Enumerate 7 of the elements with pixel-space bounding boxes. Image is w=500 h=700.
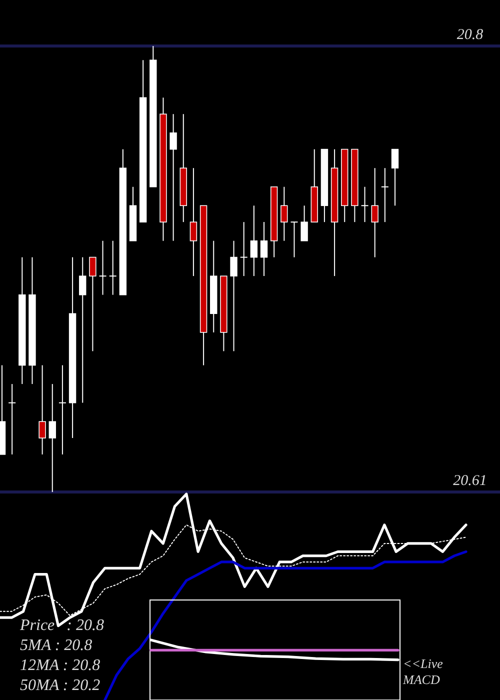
annotation: <<Live MACD: [402, 656, 444, 687]
y-tick-label: 20.61: [453, 473, 487, 489]
y-tick-label: 20.8: [456, 27, 484, 43]
annotation: Price : 20.8: [19, 617, 104, 634]
annotation: 50MA : 20.2: [20, 677, 100, 694]
annotation: 12MA : 20.8: [20, 657, 100, 674]
annotation: 5MA : 20.8: [20, 637, 92, 654]
